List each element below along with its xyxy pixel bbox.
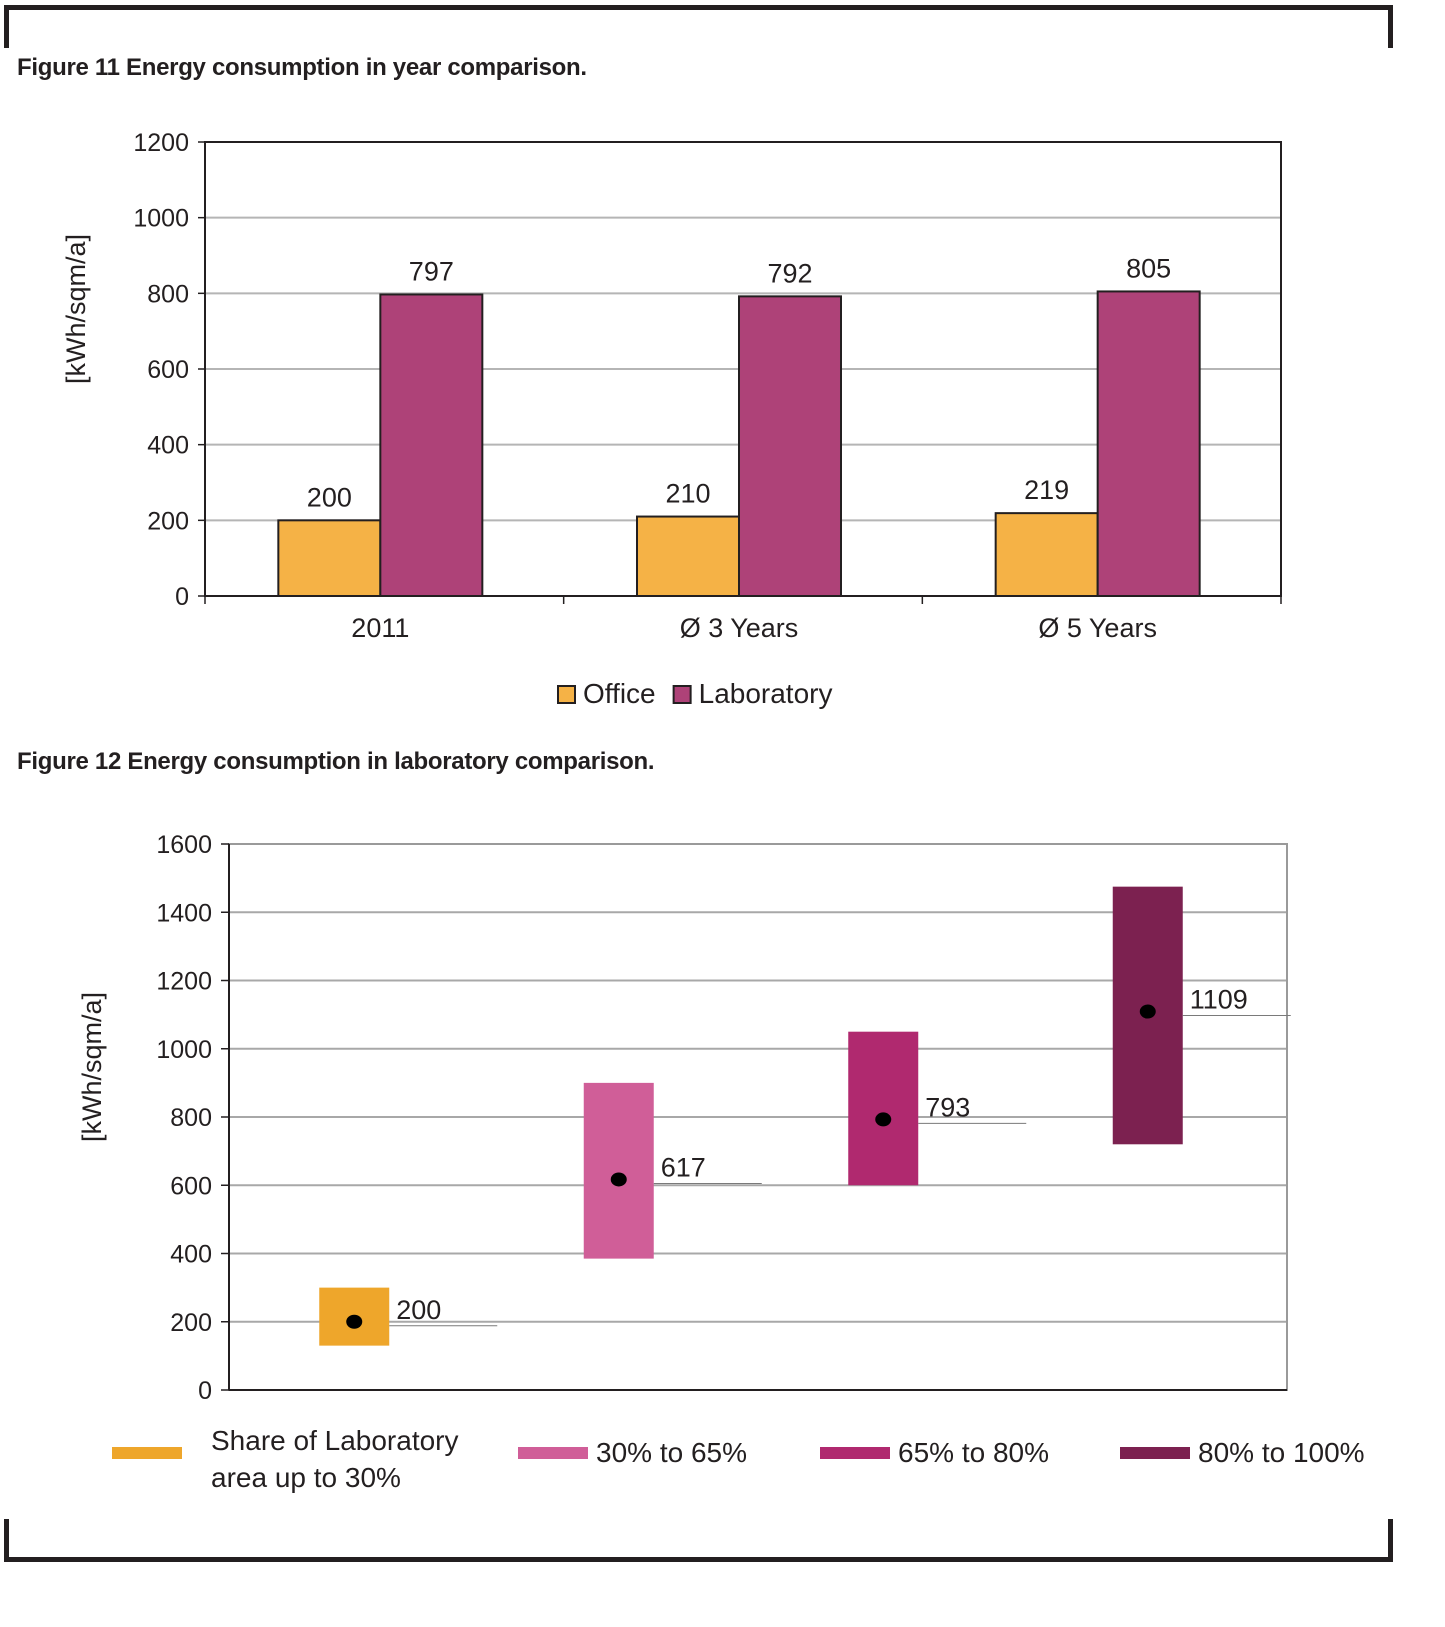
legend-label: 80% to 100% xyxy=(1198,1437,1365,1468)
frame-top-left-tick xyxy=(4,5,9,48)
bar-laboratory xyxy=(1096,290,1201,597)
data-label: 793 xyxy=(925,1092,970,1122)
y-tick-label: 1000 xyxy=(156,1036,212,1064)
y-tick-label: 0 xyxy=(198,1377,212,1405)
frame-top-right-tick xyxy=(1388,5,1393,48)
data-label: 200 xyxy=(396,1295,441,1325)
y-tick-label: 800 xyxy=(170,1104,212,1132)
y-tick-label: 1200 xyxy=(156,968,212,996)
range-box xyxy=(583,1082,654,1259)
y-tick-label: 1400 xyxy=(156,899,212,927)
legend-label-line: area up to 30% xyxy=(211,1462,401,1493)
legend-label: 65% to 80% xyxy=(898,1437,1049,1468)
legend-swatch xyxy=(820,1447,890,1459)
figure-12-caption: Figure 12 Energy consumption in laborato… xyxy=(17,748,655,775)
legend-label-line: Share of Laboratory xyxy=(211,1425,459,1456)
x-tick-label: 2011 xyxy=(351,613,409,643)
y-tick-label: 600 xyxy=(147,356,189,384)
mean-marker xyxy=(1139,1004,1156,1019)
y-tick-label: 200 xyxy=(147,507,189,535)
bar-office xyxy=(277,519,382,597)
data-label: 210 xyxy=(665,479,710,509)
y-tick-label: 0 xyxy=(175,583,189,611)
frame-bottom-bar xyxy=(4,1557,1393,1562)
y-tick-label: 1000 xyxy=(133,205,189,233)
y-tick-label: 400 xyxy=(170,1241,212,1269)
bar-laboratory xyxy=(738,295,842,597)
legend-label-line: 65% to 80% xyxy=(898,1437,1049,1468)
legend-label: Laboratory xyxy=(699,678,833,709)
y-tick-label: 800 xyxy=(147,280,189,308)
figure-11-bar-chart: 0 200 400 600 800 1000 1200 [kWh/sqm/a] 200 797 20… xyxy=(61,129,1282,709)
x-tick-label: Ø 3 Years xyxy=(680,613,799,643)
range-box xyxy=(848,1031,919,1186)
y-tick-label: 1200 xyxy=(133,129,189,157)
legend-label: 30% to 65% xyxy=(596,1437,747,1468)
mean-marker xyxy=(610,1172,627,1187)
data-label: 805 xyxy=(1126,253,1171,283)
data-label: 617 xyxy=(661,1152,706,1182)
mean-marker xyxy=(875,1112,892,1127)
y-axis-label: [kWh/sqm/a] xyxy=(77,992,107,1142)
frame-bottom-left-tick xyxy=(4,1519,9,1562)
legend-label-line: 30% to 65% xyxy=(596,1437,747,1468)
y-tick-label: 600 xyxy=(170,1172,212,1200)
legend-swatch xyxy=(557,685,576,704)
legend-label-line: 80% to 100% xyxy=(1198,1437,1365,1468)
data-label: 200 xyxy=(307,482,352,512)
mean-marker xyxy=(346,1314,363,1329)
data-label: 1109 xyxy=(1190,985,1248,1015)
data-label: 797 xyxy=(409,256,454,286)
frame-top-bar xyxy=(4,5,1393,10)
frame-bottom-right-tick xyxy=(1388,1519,1393,1562)
y-axis-label: [kWh/sqm/a] xyxy=(61,234,91,384)
legend-swatch xyxy=(518,1447,588,1459)
data-label: 792 xyxy=(767,258,812,288)
legend-label: Office xyxy=(583,678,656,709)
y-tick-label: 200 xyxy=(170,1309,212,1337)
figure-11-caption: Figure 11 Energy consumption in year com… xyxy=(17,54,587,81)
legend-swatch xyxy=(672,685,692,704)
data-label: 219 xyxy=(1024,475,1069,505)
y-tick-label: 400 xyxy=(147,432,189,460)
y-tick-label: 1600 xyxy=(156,831,212,859)
legend-swatch xyxy=(1120,1447,1190,1459)
legend-label: Share of Laboratory area up to 30% xyxy=(211,1425,459,1493)
x-tick-label: Ø 5 Years xyxy=(1038,613,1157,643)
bar-office xyxy=(994,512,1099,598)
legend-swatch xyxy=(112,1447,182,1459)
bar-laboratory xyxy=(379,293,484,597)
